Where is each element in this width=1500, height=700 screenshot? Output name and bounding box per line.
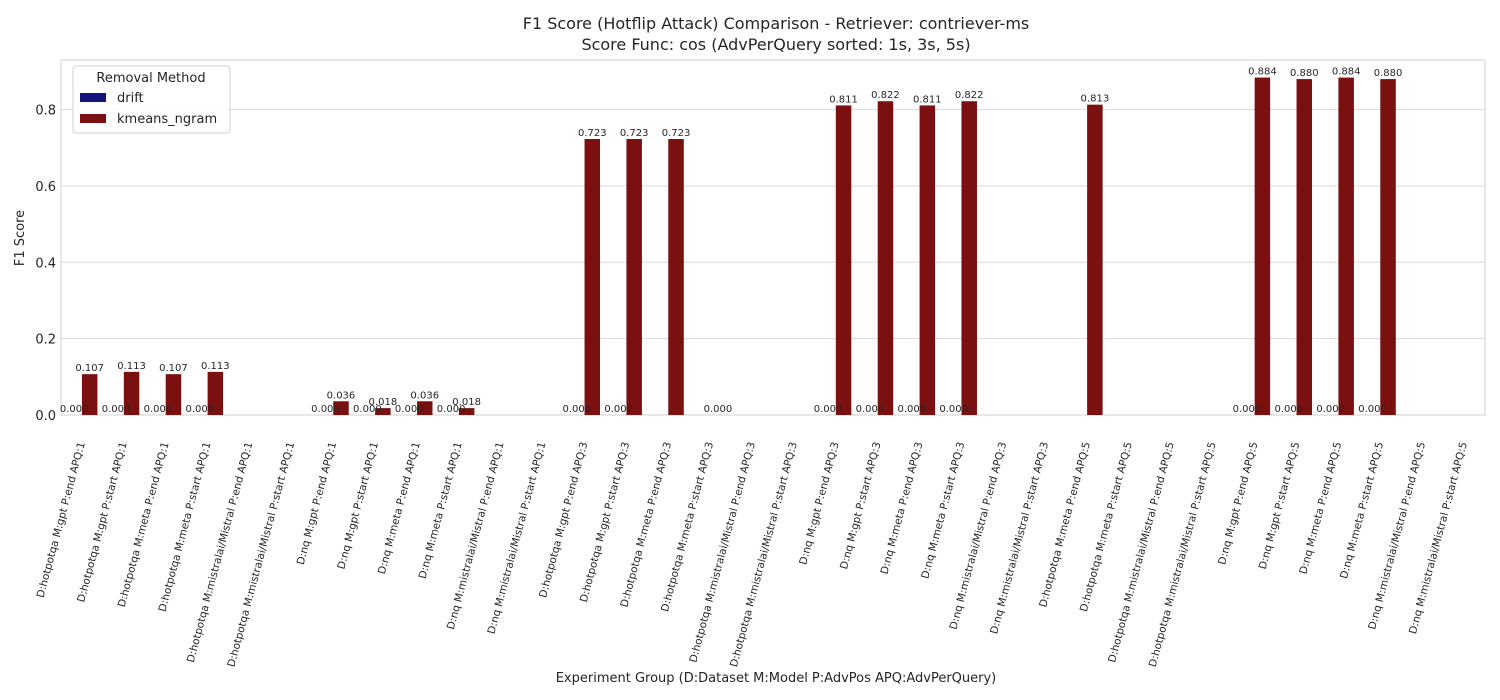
data-label: 0.000 — [1316, 404, 1345, 415]
chart-title-line1: F1 Score (Hotflip Attack) Comparison - R… — [523, 14, 1030, 33]
data-label: 0.107 — [159, 363, 188, 374]
legend-swatch-kmeans-ngram — [80, 114, 106, 123]
y-tick-label: 0.0 — [35, 409, 56, 424]
data-label: 0.811 — [829, 94, 858, 105]
bar-kmeans-ngram — [878, 101, 894, 415]
bar-kmeans-ngram — [920, 105, 936, 415]
bar-kmeans-ngram — [1338, 78, 1354, 415]
bar-kmeans-ngram — [1380, 79, 1396, 415]
data-label: 0.000 — [144, 404, 173, 415]
data-label: 0.000 — [102, 404, 131, 415]
data-label: 0.723 — [662, 128, 691, 139]
bar-kmeans-ngram — [668, 139, 684, 415]
bar-kmeans-ngram — [626, 139, 642, 415]
bar-kmeans-ngram — [961, 101, 977, 415]
y-axis-label: F1 Score — [13, 210, 28, 266]
data-label: 0.811 — [913, 94, 942, 105]
data-label: 0.018 — [369, 397, 398, 408]
data-label: 0.000 — [60, 404, 89, 415]
data-label: 0.000 — [311, 404, 340, 415]
data-label: 0.000 — [1274, 404, 1303, 415]
legend-title: Removal Method — [96, 71, 205, 86]
data-label: 0.884 — [1332, 67, 1361, 78]
y-tick-label: 0.2 — [35, 333, 56, 348]
data-label: 0.018 — [452, 397, 481, 408]
data-label: 0.000 — [704, 404, 733, 415]
legend: Removal Method drift kmeans_ngram — [73, 66, 230, 133]
data-label: 0.884 — [1248, 67, 1277, 78]
data-label: 0.000 — [604, 404, 633, 415]
data-label: 0.000 — [898, 404, 927, 415]
data-label: 0.822 — [955, 90, 984, 101]
data-label: 0.107 — [75, 363, 104, 374]
data-label: 0.000 — [939, 404, 968, 415]
data-label: 0.000 — [186, 404, 215, 415]
data-label: 0.813 — [1081, 94, 1110, 105]
legend-label-kmeans-ngram: kmeans_ngram — [117, 112, 217, 127]
bar-kmeans-ngram — [585, 139, 601, 415]
data-label: 0.000 — [814, 404, 843, 415]
y-tick-label: 0.8 — [35, 104, 56, 119]
data-label: 0.880 — [1374, 68, 1403, 79]
bar-kmeans-ngram — [836, 105, 852, 415]
data-label: 0.036 — [410, 390, 439, 401]
data-label: 0.822 — [871, 90, 900, 101]
chart-title-line2: Score Func: cos (AdvPerQuery sorted: 1s,… — [581, 35, 970, 54]
bar-kmeans-ngram — [1297, 79, 1313, 415]
y-tick-label: 0.4 — [35, 256, 56, 271]
data-label: 0.880 — [1290, 68, 1319, 79]
data-label: 0.000 — [562, 404, 591, 415]
data-label: 0.723 — [620, 128, 649, 139]
bar-kmeans-ngram — [1255, 78, 1271, 415]
data-label: 0.000 — [1233, 404, 1262, 415]
data-label: 0.000 — [1358, 404, 1387, 415]
data-label: 0.000 — [395, 404, 424, 415]
data-label: 0.000 — [856, 404, 885, 415]
data-label: 0.723 — [578, 128, 607, 139]
y-tick-label: 0.6 — [35, 180, 56, 195]
x-axis-label: Experiment Group (D:Dataset M:Model P:Ad… — [556, 671, 997, 686]
legend-label-drift: drift — [117, 91, 144, 106]
data-label: 0.036 — [327, 390, 356, 401]
legend-swatch-drift — [80, 93, 106, 102]
bar-kmeans-ngram — [1087, 105, 1103, 415]
data-label: 0.113 — [117, 361, 146, 372]
data-label: 0.113 — [201, 361, 230, 372]
